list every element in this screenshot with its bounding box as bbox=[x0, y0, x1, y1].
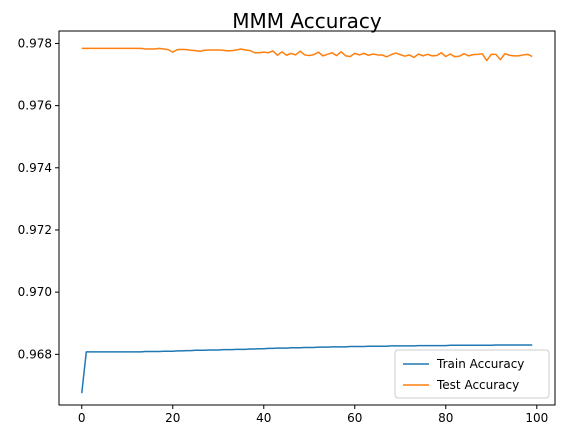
legend-label: Test Accuracy bbox=[436, 378, 519, 392]
legend-box bbox=[394, 349, 550, 399]
x-tick-label: 80 bbox=[438, 411, 453, 425]
x-tick-label: 0 bbox=[78, 411, 86, 425]
axes-frame bbox=[58, 30, 556, 406]
x-tick-label: 60 bbox=[347, 411, 362, 425]
y-tick-label: 0.974 bbox=[18, 161, 52, 175]
y-tick-label: 0.976 bbox=[18, 99, 52, 113]
y-tick-label: 0.970 bbox=[18, 285, 52, 299]
legend: Train Accuracy Test Accuracy bbox=[394, 349, 550, 399]
plot-area bbox=[58, 30, 556, 406]
series-line-test-accuracy bbox=[81, 47, 533, 62]
series-group bbox=[81, 47, 533, 394]
x-axis: 0 20 40 60 80 100 bbox=[78, 405, 548, 425]
chart-title: MMM Accuracy bbox=[232, 9, 382, 33]
x-tick-label: 20 bbox=[165, 411, 180, 425]
y-tick-label: 0.972 bbox=[18, 223, 52, 237]
legend-label: Train Accuracy bbox=[436, 357, 524, 371]
y-tick-label: 0.978 bbox=[18, 36, 52, 50]
x-tick-label: 40 bbox=[256, 411, 271, 425]
x-tick-label: 100 bbox=[525, 411, 548, 425]
y-tick-label: 0.968 bbox=[18, 347, 52, 361]
series-line-train-accuracy bbox=[81, 344, 533, 394]
y-axis: 0.968 0.970 0.972 0.974 0.976 0.978 bbox=[18, 36, 59, 361]
